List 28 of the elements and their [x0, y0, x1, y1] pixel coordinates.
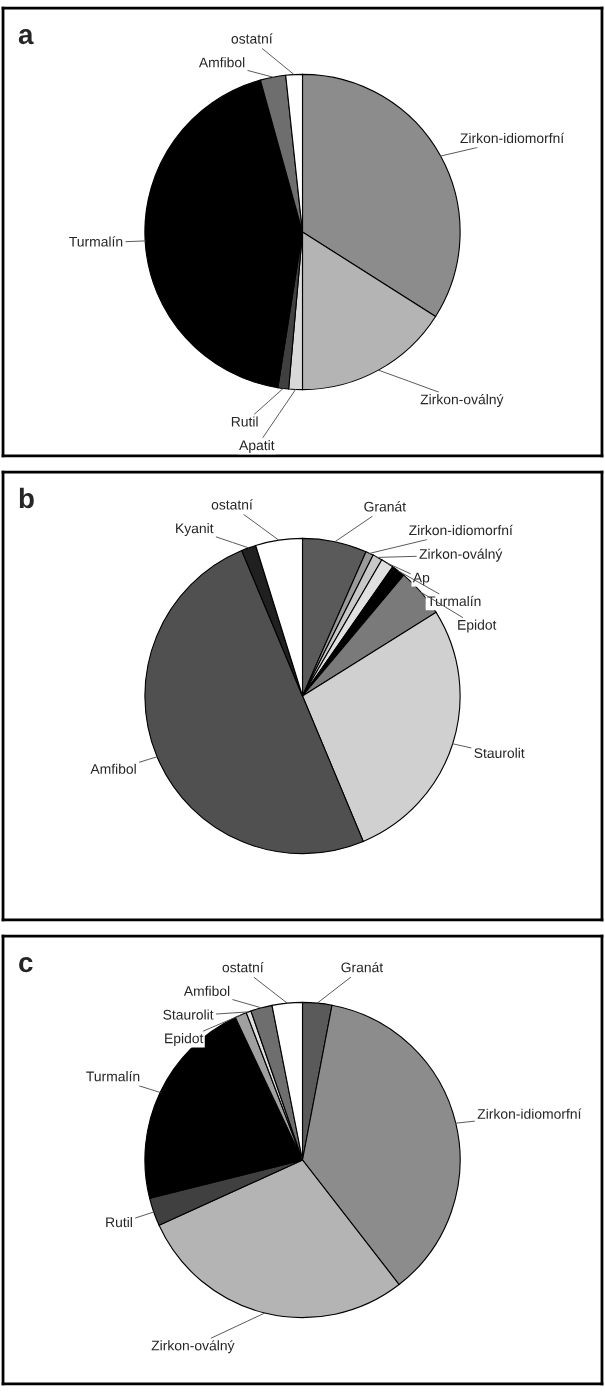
slice-label: Zirkon-oválný: [151, 1340, 235, 1354]
slice-label: Zirkon-idiomorfní: [477, 1108, 582, 1119]
slice-label: Amfibol: [198, 57, 245, 68]
slice-label: Zirkon-idiomorfní: [409, 524, 513, 536]
slice-label: Epidot: [458, 619, 497, 633]
slice-label: ostatní: [211, 499, 253, 510]
slice-label: Apatit: [239, 440, 275, 453]
slice-label: Amfibol: [183, 985, 230, 996]
chart-title: b: [19, 487, 34, 509]
chart-title: c: [19, 957, 33, 973]
slice-label: Epidot: [165, 1033, 204, 1047]
slice-label: Granát: [364, 501, 406, 512]
slice-label: Ap: [412, 572, 430, 586]
slice-label: Kyanit: [176, 523, 214, 536]
slice-label: Staurolit: [474, 747, 525, 758]
slice-label: Turmalín: [69, 236, 123, 247]
slice-label: Rutil: [231, 416, 258, 427]
slice-label: Rutil: [106, 1216, 132, 1228]
slice-label: Amfibol: [90, 763, 136, 774]
slice-label: Staurolit: [163, 1009, 214, 1020]
slice-label: Zirkon-oválný: [420, 393, 504, 408]
slice-label: Granát: [341, 961, 384, 973]
slice-label: Zirkon-oválný: [419, 548, 503, 562]
slice-label: ostatní: [222, 961, 264, 973]
slice-label: Turmalín: [86, 1070, 140, 1082]
slice-label: Zirkon-idiomorfní: [460, 132, 565, 144]
slice-label: ostatní: [231, 33, 273, 44]
chart-title: a: [18, 29, 34, 45]
